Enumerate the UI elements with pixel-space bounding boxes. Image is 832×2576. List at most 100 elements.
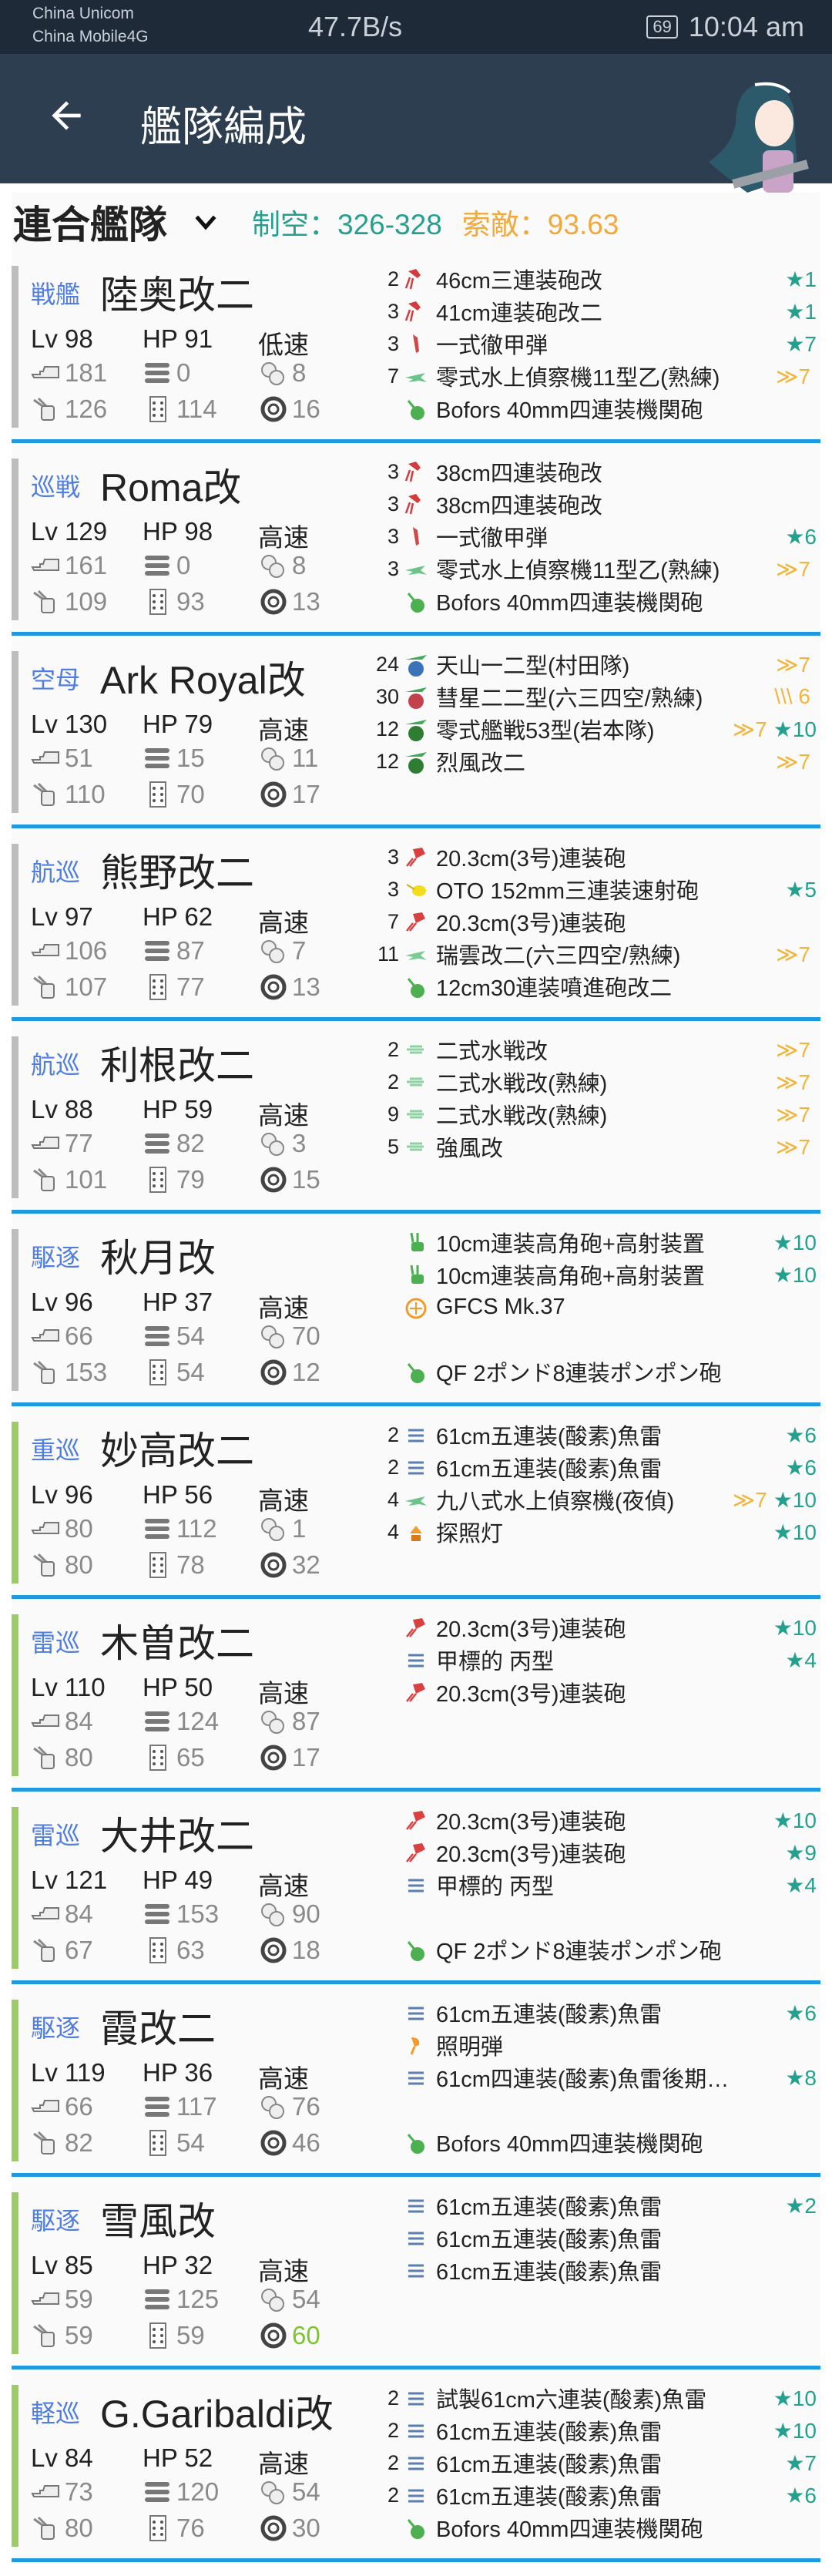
equipment-slot[interactable]: QF 2ポンド8連装ポンポン砲 <box>362 1934 817 1965</box>
stat-luck: 13 <box>258 587 320 616</box>
equipment-slot[interactable]: 3 一式徹甲弾 ★6 <box>362 521 817 552</box>
equipment-slot[interactable]: 3 38cm四連装砲改 <box>362 456 817 487</box>
aa-gun-icon <box>407 2134 424 2154</box>
equipment-slot[interactable]: 30 彗星二二型(六三四空/熟練) \\\ 6 <box>362 681 817 712</box>
equipment-slot[interactable]: Bofors 40mm四連装機関砲 <box>362 586 817 616</box>
equipment-slot[interactable]: 61cm五連装(酸素)魚雷 ★6 <box>362 1997 817 2028</box>
ship-card[interactable]: 航巡 熊野改二 Lv 97 HP 62 高速 106 87 7 107 77 13 3 20… <box>12 828 820 1021</box>
firepower-icon <box>31 1329 59 1342</box>
equipment-slot[interactable]: 3 OTO 152mm三連装速射砲 ★5 <box>362 874 817 905</box>
equipment-slot[interactable]: 20.3cm(3号)連装砲 <box>362 1677 817 1708</box>
equipment-slot[interactable]: 2 61cm五連装(酸素)魚雷 ★6 <box>362 1452 817 1483</box>
equipment-slot[interactable]: GFCS Mk.37 <box>362 1291 817 1322</box>
ship-level: Lv 97 <box>31 902 93 931</box>
ship-name: 陸奥改二 <box>100 274 254 317</box>
equipment-slot[interactable]: 2 46cm三連装砲改 ★1 <box>362 264 817 294</box>
equipment-slot[interactable]: 61cm五連装(酸素)魚雷 <box>362 2222 817 2253</box>
ship-card[interactable]: 雷巡 大井改二 Lv 121 HP 49 高速 84 153 90 67 63 18 20.… <box>12 1792 820 1984</box>
slot-aircraft-count: 2 <box>387 2386 399 2410</box>
equipment-slot[interactable]: 61cm五連装(酸素)魚雷 ★2 <box>362 2190 817 2221</box>
equipment-slot[interactable]: 20.3cm(3号)連装砲 ★10 <box>362 1805 817 1835</box>
evasion-icon <box>261 1133 284 1156</box>
equipment-slot[interactable]: 20.3cm(3号)連装砲 ★9 <box>362 1837 817 1868</box>
stat-luck: 17 <box>258 1743 320 1772</box>
equipment-slot[interactable]: 3 一式徹甲弾 ★7 <box>362 328 817 359</box>
ship-speed: 高速 <box>258 1872 309 1900</box>
equipment-slot[interactable]: 61cm四連装(酸素)魚雷後期… ★8 <box>362 2062 817 2093</box>
equipment-slot[interactable]: 2 61cm五連装(酸素)魚雷 ★7 <box>362 2447 817 2478</box>
status-bar: China Unicom China Mobile4G 47.7B/s 69 1… <box>0 0 832 54</box>
medium-gun-icon <box>406 1618 425 1637</box>
equipment-slot[interactable]: 照明弾 <box>362 2030 817 2060</box>
ship-card[interactable]: 戦艦 陸奥改二 Lv 98 HP 91 低速 181 0 8 126 114 16 2 46… <box>12 250 820 443</box>
equipment-slot[interactable]: 3 零式水上偵察機11型乙(熟練) ≫7 <box>362 553 817 584</box>
equipment-slot[interactable]: Bofors 40mm四連装機関砲 <box>362 2127 817 2158</box>
equipment-slot[interactable]: 12 烈風改二 ≫7 <box>362 746 817 777</box>
equipment-slot[interactable]: 7 20.3cm(3号)連装砲 <box>362 906 817 937</box>
torpedo-icon <box>145 1519 169 1539</box>
ship-card[interactable]: 駆逐 霞改二 Lv 119 HP 36 高速 66 117 76 82 54 46 61cm… <box>12 1984 820 2177</box>
stat-luck: 32 <box>258 1550 320 1580</box>
equipment-slot[interactable]: 9 二式水戦改(熟練) ≫7 <box>362 1099 817 1130</box>
equipment-slot[interactable]: 2 61cm五連装(酸素)魚雷 ★6 <box>362 2480 817 2511</box>
armor-icon <box>149 1359 166 1385</box>
stat-torpedo: 82 <box>143 1129 205 1158</box>
ship-type: 雷巡 <box>31 1822 81 1849</box>
stat-armor: 59 <box>143 2321 205 2350</box>
equipment-slot[interactable]: 2 試製61cm六連装(酸素)魚雷 ★10 <box>362 2383 817 2413</box>
equipment-slot[interactable]: 5 強風改 ≫7 <box>362 1131 817 1162</box>
equipment-name: 探照灯 <box>436 1522 504 1547</box>
equipment-name: 61cm五連装(酸素)魚雷 <box>436 1425 663 1449</box>
equipment-slot[interactable]: 2 二式水戦改 ≫7 <box>362 1034 817 1065</box>
equipment-slot[interactable]: 4 探照灯 ★10 <box>362 1516 817 1547</box>
equipment-slot[interactable]: 4 九八式水上偵察機(夜偵) ≫7 ★10 <box>362 1484 817 1515</box>
stat-evasion: 54 <box>258 2477 320 2507</box>
equipment-slot[interactable]: Bofors 40mm四連装機関砲 <box>362 2512 817 2543</box>
equipment-slot[interactable]: 2 二式水戦改(熟練) ≫7 <box>362 1066 817 1097</box>
equipment-slot[interactable]: 2 61cm五連装(酸素)魚雷 ★6 <box>362 1419 817 1450</box>
equipment-slot[interactable]: QF 2ポンド8連装ポンポン砲 <box>362 1356 817 1387</box>
equipment-slot[interactable]: 20.3cm(3号)連装砲 ★10 <box>362 1612 817 1643</box>
equipment-slot[interactable]: 11 瑞雲改二(六三四空/熟練) ≫7 <box>362 939 817 969</box>
slot-aircraft-count: 3 <box>387 845 399 868</box>
ship-card[interactable]: 巡戦 Roma改 Lv 129 HP 98 高速 161 0 8 109 93 13 3 3… <box>12 443 820 636</box>
ship-name: 霞改二 <box>100 2007 216 2050</box>
ship-card[interactable]: 重巡 妙高改二 Lv 96 HP 56 高速 80 112 1 80 78 32 2 61c… <box>12 1406 820 1599</box>
equipment-slot[interactable]: 61cm五連装(酸素)魚雷 <box>362 2255 817 2285</box>
ship-card[interactable]: 駆逐 雪風改 Lv 85 HP 32 高速 59 125 54 59 59 60 61cm五… <box>12 2177 820 2369</box>
stat-luck: 17 <box>258 780 320 809</box>
equipment-name: 強風改 <box>436 1137 504 1161</box>
equipment-slot[interactable]: 10cm連装高角砲+高射装置 ★10 <box>362 1259 817 1290</box>
stat-anti-air: 80 <box>31 1550 93 1580</box>
equipment-name: 61cm五連装(酸素)魚雷 <box>436 1457 663 1482</box>
ship-card[interactable]: 空母 Ark Royal改 Lv 130 HP 79 高速 51 15 11 110 70… <box>12 636 820 828</box>
ship-card[interactable]: 雷巡 木曽改二 Lv 110 HP 50 高速 84 124 87 80 65 17 20.… <box>12 1599 820 1792</box>
fleet-selector[interactable]: 連合艦隊 <box>13 203 167 247</box>
arrow-left-icon[interactable] <box>45 94 88 137</box>
stat-firepower: 66 <box>31 2092 93 2121</box>
equipment-slot[interactable]: 12 零式艦戦53型(岩本隊) ≫7 ★10 <box>362 714 817 744</box>
equipment-slot[interactable]: 10cm連装高角砲+高射装置 ★10 <box>362 1227 817 1258</box>
equipment-slot[interactable]: 甲標的 丙型 ★4 <box>362 1644 817 1675</box>
equipment-slot[interactable]: Bofors 40mm四連装機関砲 <box>362 393 817 424</box>
stat-firepower: 59 <box>31 2285 93 2314</box>
ship-card[interactable]: 駆逐 秋月改 Lv 96 HP 37 高速 66 54 70 153 54 12 10cm連… <box>12 1214 820 1406</box>
chevron-down-icon[interactable] <box>190 207 221 237</box>
equipment-slot[interactable]: 7 零式水上偵察機11型乙(熟練) ≫7 <box>362 361 817 391</box>
proficiency: ≫7 <box>776 1102 810 1127</box>
equipment-slot[interactable]: 3 38cm四連装砲改 <box>362 489 817 519</box>
equipment-slot[interactable]: 2 61cm五連装(酸素)魚雷 ★10 <box>362 2415 817 2446</box>
equipment-slot[interactable]: 24 天山一二型(村田隊) ≫7 <box>362 649 817 680</box>
ship-card[interactable]: 軽巡 G.Garibaldi改 Lv 84 HP 52 高速 73 120 54 80 7… <box>12 2369 820 2562</box>
equipment-slot[interactable]: 3 41cm連装砲改二 ★1 <box>362 296 817 327</box>
ship-card[interactable]: 航巡 利根改二 Lv 88 HP 59 高速 77 82 3 101 79 15 2 二式水… <box>12 1021 820 1214</box>
equipment-name: 61cm五連装(酸素)魚雷 <box>436 2453 663 2477</box>
proficiency: \\\ 6 <box>774 684 810 708</box>
stat-torpedo: 117 <box>143 2092 217 2121</box>
anti-air-icon <box>33 2131 55 2155</box>
equipment-slot[interactable]: 12cm30連装噴進砲改二 <box>362 971 817 1002</box>
torpedo-icon <box>145 1134 169 1154</box>
equipment-slot[interactable]: 3 20.3cm(3号)連装砲 <box>362 841 817 872</box>
equipment-slot[interactable]: 甲標的 丙型 ★4 <box>362 1869 817 1900</box>
luck-icon <box>260 2515 287 2541</box>
